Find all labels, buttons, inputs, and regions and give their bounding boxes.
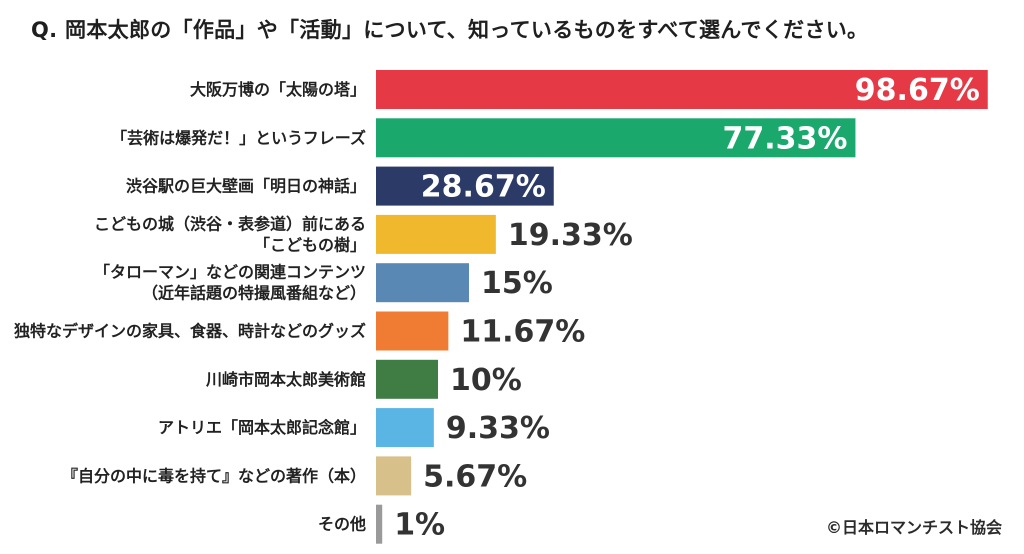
- category-label: 「芸術は爆発だ！」というフレーズ: [111, 128, 366, 147]
- category-label-line: 「タローマン」などの関連コンテンツ: [94, 263, 366, 282]
- value-label: 77.33%: [722, 121, 847, 156]
- category-label-line: 大阪万博の「太陽の塔」: [190, 80, 366, 99]
- value-label: 15%: [481, 266, 553, 301]
- category-label: 独特なデザインの家具、食器、時計などのグッズ: [14, 322, 366, 341]
- value-label: 1%: [394, 508, 445, 543]
- bar: [376, 456, 412, 496]
- category-label-line: 川崎市岡本太郎美術館: [205, 370, 366, 389]
- bar: [376, 408, 434, 448]
- bar: [376, 504, 383, 544]
- category-label-line: こどもの城（渋谷・表参道）前にある: [94, 214, 366, 233]
- value-label: 5.67%: [423, 459, 527, 494]
- value-label: 11.67%: [460, 315, 585, 350]
- bar: [376, 311, 449, 351]
- category-label: 大阪万博の「太陽の塔」: [190, 80, 366, 99]
- bar: [376, 359, 438, 399]
- question-title: Q. 岡本太郎の「作品」や「活動」について、知っているものをすべて選んでください…: [31, 18, 869, 42]
- value-label: 98.67%: [855, 73, 980, 108]
- bar: [376, 166, 554, 206]
- category-label-line: アトリエ「岡本太郎記念館」: [158, 418, 366, 437]
- category-label: アトリエ「岡本太郎記念館」: [158, 418, 366, 437]
- value-label: 9.33%: [446, 411, 550, 446]
- copyright-notice: ©日本ロマンチスト協会: [825, 518, 1002, 537]
- category-label: 「タローマン」などの関連コンテンツ （近年話題の特撮風番組など）: [94, 263, 366, 303]
- category-label-line: 渋谷駅の巨大壁画「明日の神話」: [126, 177, 366, 196]
- bar: [376, 263, 469, 303]
- category-label-line: 『自分の中に毒を持て』などの著作（本）: [62, 466, 366, 485]
- category-label: 川崎市岡本太郎美術館: [205, 370, 366, 389]
- category-label-line: 「こどもの樹」: [254, 235, 366, 254]
- value-label: 10%: [450, 363, 522, 398]
- bar: [376, 70, 988, 109]
- value-label: 28.67%: [421, 170, 546, 205]
- category-label: その他: [318, 515, 366, 534]
- value-label: 19.33%: [508, 218, 633, 253]
- category-label-line: 「芸術は爆発だ！」というフレーズ: [111, 128, 366, 147]
- category-label-line: 独特なデザインの家具、食器、時計などのグッズ: [14, 322, 366, 341]
- bar: [376, 118, 856, 158]
- category-label-line: その他: [318, 515, 366, 534]
- bar: [376, 214, 496, 254]
- category-label: 『自分の中に毒を持て』などの著作（本）: [62, 466, 366, 485]
- category-label: こどもの城（渋谷・表参道）前にある「こどもの樹」: [94, 214, 366, 254]
- category-label: 渋谷駅の巨大壁画「明日の神話」: [126, 177, 366, 196]
- category-label-line: （近年話題の特撮風番組など）: [142, 284, 366, 303]
